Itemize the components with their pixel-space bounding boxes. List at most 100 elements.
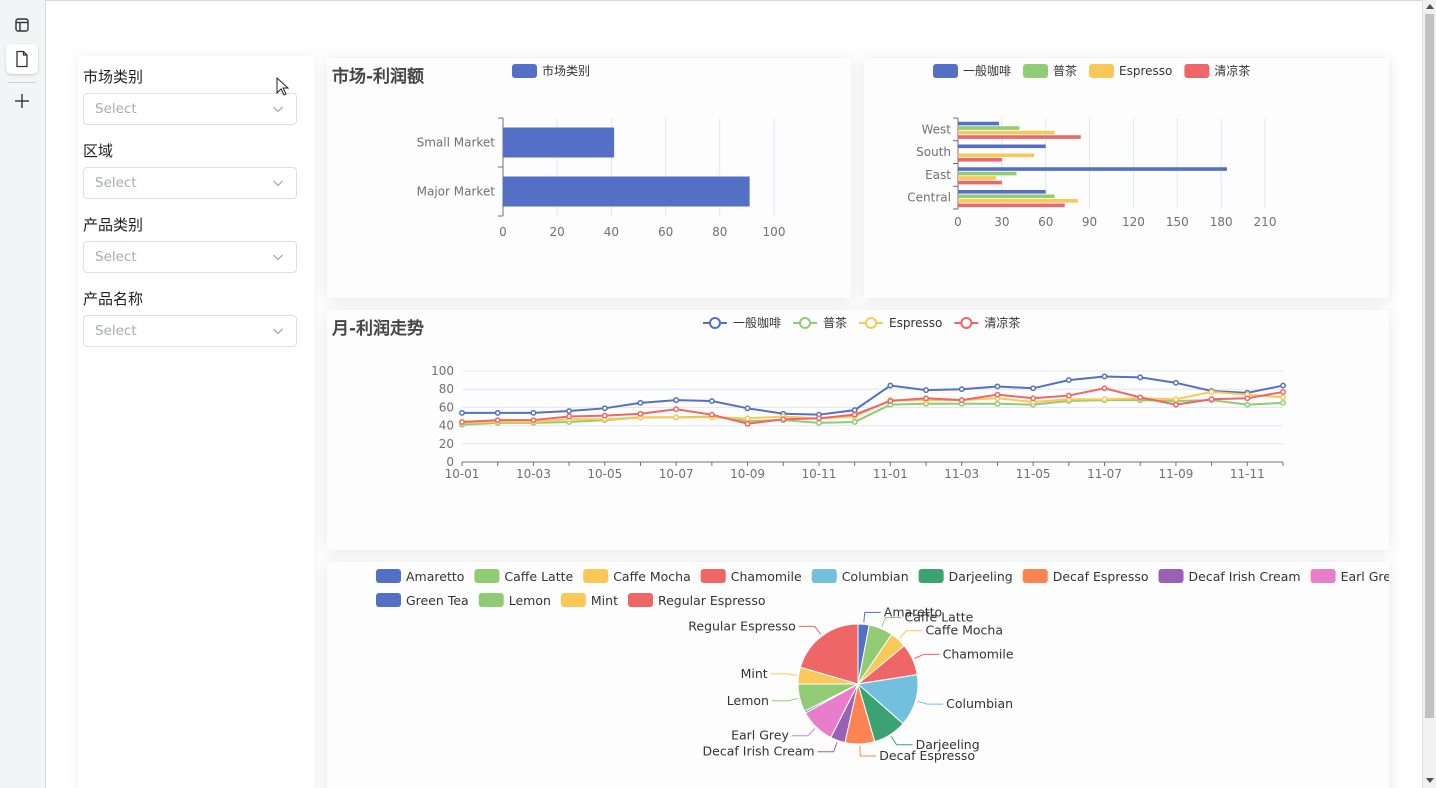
scroll-down-arrow-icon[interactable] [1426,778,1434,783]
data-point [816,419,822,426]
data-point [673,397,680,404]
document-icon[interactable] [6,44,38,74]
bar [958,190,1046,194]
series-line [462,375,1284,416]
data-point [1101,385,1108,392]
x-tick-label: 20 [550,225,565,239]
legend-label: Earl Grey [1341,569,1389,584]
legend-label: 普茶 [823,315,847,330]
series-line [461,399,1284,426]
x-tick-label: 210 [1254,215,1277,229]
x-tick-label: 30 [994,215,1009,229]
x-tick-label: 11-09 [1158,467,1193,481]
bar [503,176,750,207]
select-placeholder: Select [95,323,137,339]
data-point [530,417,537,424]
legend-label: Darjeeling [949,569,1013,584]
bar [958,180,1002,185]
dashboard: 市场类别 Select 区域 Select 产品类别 Select 产品名称 S… [46,0,1422,788]
legend-swatch [474,569,500,583]
market-profit-chart: 市场类别 0 20 40 60 80 100 Major Market Small Market [417,63,786,239]
slice-label: Caffe Latte [905,609,974,624]
product-name-select[interactable]: Select [83,315,297,347]
slice-label: Decaf Irish Cream [703,744,815,759]
data-point [1280,399,1286,406]
data-point [637,410,644,417]
scroll-thumb[interactable] [1425,14,1434,718]
x-tick-label: 10-01 [445,467,480,481]
x-tick-label: 11-05 [1016,467,1051,481]
filter-label-region: 区域 [83,142,114,160]
data-point [1172,396,1179,403]
x-tick-label: 10-07 [659,467,694,481]
data-point [994,400,1001,407]
data-point [994,391,1001,398]
legend-swatch [512,64,537,78]
x-tick-label: 100 [763,225,786,239]
legend-swatch [811,569,837,583]
legend-swatch [583,569,609,583]
bar [958,126,1020,130]
bar [958,153,1035,158]
label-line [881,616,902,627]
legend-label: 清凉茶 [1214,63,1250,78]
monthly-trend-title: 月-利润走势 [332,319,425,339]
data-point [566,413,573,420]
label-line [917,700,944,705]
x-tick-label: 60 [1038,215,1053,229]
bar [958,158,1002,162]
data-point [601,405,608,412]
slice-label: Amaretto [884,604,942,619]
region-profit-card: 一般咖啡 普茶 Espresso 清凉茶 0 30 60 90 120 150 180 210 Cent… [864,58,1389,298]
y-tick-label: 60 [439,400,454,414]
legend-swatch [865,317,878,329]
data-point [459,419,465,425]
legend-label: Espresso [1119,64,1172,78]
add-icon[interactable] [6,86,38,116]
x-tick-label: 150 [1166,215,1189,229]
data-point [1172,379,1179,386]
product-type-select[interactable]: Select [83,241,297,273]
panel-layout-icon[interactable] [6,10,38,40]
region-select[interactable]: Select [83,167,297,199]
data-point [708,398,715,404]
x-tick-label: 11-07 [1087,467,1122,481]
slice-label: Chamomile [943,646,1014,661]
data-point [923,395,929,402]
y-tick-label: South [916,145,951,159]
data-point [1101,373,1108,380]
vertical-scrollbar[interactable] [1422,0,1436,788]
series-line [461,387,1284,425]
data-point [851,407,858,414]
legend-label: Amaretto [406,569,464,584]
data-point [1065,392,1072,399]
data-point [744,415,751,422]
legend-swatch [918,569,944,583]
y-tick-label: East [925,168,951,182]
legend-swatch [560,593,586,607]
market-type-select[interactable]: Select [83,93,297,125]
legend-label: Espresso [889,316,942,330]
label-line [859,745,877,757]
data-point [1208,388,1215,395]
data-point [601,412,608,419]
scroll-up-arrow-icon[interactable] [1426,4,1434,9]
filter-label-product-type: 产品类别 [83,216,144,234]
x-tick-label: 11-11 [1230,467,1265,481]
y-tick-label: West [921,122,951,136]
x-tick-label: 10-09 [730,467,765,481]
data-point [1065,377,1072,384]
pie-slice [856,674,919,725]
select-placeholder: Select [95,101,137,117]
x-tick-label: 10-03 [516,467,551,481]
data-point [1208,396,1215,403]
data-point [1030,385,1037,392]
legend-label: Lemon [509,593,551,608]
label-line [899,630,923,639]
bar [958,121,999,126]
data-point [1280,388,1286,395]
data-point [1244,401,1251,408]
data-point [673,406,680,413]
slice-label: Columbian [946,696,1013,711]
y-tick-label: Small Market [417,136,496,150]
